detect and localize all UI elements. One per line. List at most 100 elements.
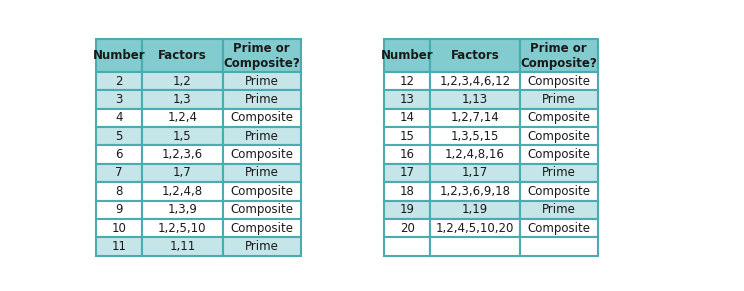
Text: Number: Number [381,49,434,62]
Bar [222,109,301,127]
Bar [519,219,597,237]
Bar [96,39,142,72]
Bar [96,237,142,255]
Bar [430,39,519,72]
Bar [96,200,142,219]
Bar [96,127,142,146]
Text: Prime: Prime [542,93,576,106]
Text: 1,2,7,14: 1,2,7,14 [451,111,499,124]
Bar [519,39,597,72]
Bar [222,90,301,109]
Bar [142,109,222,127]
Bar [384,39,430,72]
Text: 1,3,5,15: 1,3,5,15 [451,130,499,143]
Text: 4: 4 [115,111,123,124]
Bar [142,182,222,200]
Text: 19: 19 [400,203,414,216]
Text: 10: 10 [112,221,126,235]
Bar [519,109,597,127]
Text: 1,13: 1,13 [462,93,488,106]
Text: Composite: Composite [230,185,293,198]
Text: Factors: Factors [451,49,499,62]
Text: 9: 9 [115,203,123,216]
Bar [384,200,430,219]
Bar [384,182,430,200]
Bar [430,146,519,164]
Text: Prime or
Composite?: Prime or Composite? [520,42,597,70]
Text: Prime: Prime [245,166,278,180]
Text: Composite: Composite [230,203,293,216]
Text: Prime or
Composite?: Prime or Composite? [223,42,300,70]
Text: 1,2,3,6,9,18: 1,2,3,6,9,18 [440,185,510,198]
Bar [222,72,301,90]
Text: 13: 13 [400,93,414,106]
Text: 1,2,4: 1,2,4 [167,111,197,124]
Bar [384,164,430,182]
Bar [430,219,519,237]
Text: 1,3: 1,3 [173,93,192,106]
Bar [430,182,519,200]
Bar [384,237,430,255]
Text: Composite: Composite [527,221,590,235]
Text: 12: 12 [400,74,414,88]
Text: Composite: Composite [527,130,590,143]
Text: Prime: Prime [542,166,576,180]
Text: 1,2,3,6: 1,2,3,6 [161,148,203,161]
Bar [96,109,142,127]
Text: 1,2,4,8,16: 1,2,4,8,16 [445,148,505,161]
Text: 14: 14 [400,111,414,124]
Bar [384,90,430,109]
Bar [519,72,597,90]
Bar [222,146,301,164]
Bar [222,39,301,72]
Text: Composite: Composite [527,111,590,124]
Text: 1,17: 1,17 [462,166,488,180]
Bar [96,164,142,182]
Bar [142,164,222,182]
Bar [519,182,597,200]
Bar [96,72,142,90]
Bar [96,90,142,109]
Text: Number: Number [93,49,145,62]
Bar [222,127,301,146]
Text: Composite: Composite [527,185,590,198]
Bar [142,127,222,146]
Text: Composite: Composite [230,221,293,235]
Bar [96,146,142,164]
Text: 2: 2 [115,74,123,88]
Bar [430,72,519,90]
Text: Factors: Factors [158,49,207,62]
Bar [142,72,222,90]
Bar [222,164,301,182]
Text: 17: 17 [400,166,414,180]
Text: 3: 3 [115,93,123,106]
Bar [430,200,519,219]
Bar [430,127,519,146]
Text: Prime: Prime [245,240,278,253]
Bar [519,90,597,109]
Text: 1,2,4,5,10,20: 1,2,4,5,10,20 [436,221,514,235]
Bar [519,200,597,219]
Text: Prime: Prime [245,130,278,143]
Bar [142,237,222,255]
Text: 15: 15 [400,130,414,143]
Bar [222,182,301,200]
Bar [519,146,597,164]
Text: Prime: Prime [245,93,278,106]
Bar [222,200,301,219]
Text: 16: 16 [400,148,414,161]
Bar [142,200,222,219]
Text: Composite: Composite [527,148,590,161]
Bar [96,182,142,200]
Text: 1,2,4,8: 1,2,4,8 [161,185,203,198]
Bar [142,146,222,164]
Text: 1,7: 1,7 [173,166,192,180]
Text: 1,3,9: 1,3,9 [167,203,197,216]
Text: 20: 20 [400,221,414,235]
Text: 18: 18 [400,185,414,198]
Text: Composite: Composite [230,111,293,124]
Bar [519,237,597,255]
Bar [142,219,222,237]
Text: 1,5: 1,5 [173,130,192,143]
Text: Composite: Composite [527,74,590,88]
